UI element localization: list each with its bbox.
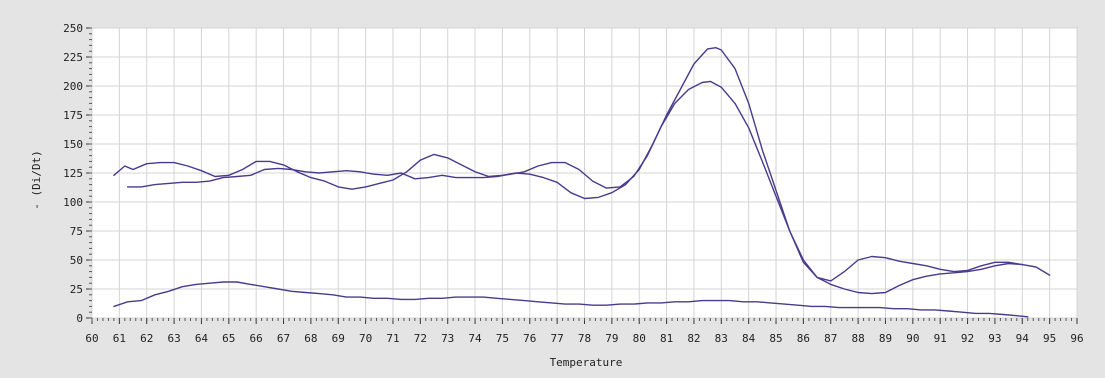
x-tick-label: 88 <box>851 332 864 345</box>
x-tick-label: 68 <box>304 332 317 345</box>
x-tick-label: 95 <box>1043 332 1056 345</box>
y-tick-label: 225 <box>63 51 83 64</box>
x-tick-label: 76 <box>523 332 536 345</box>
x-tick-label: 65 <box>222 332 235 345</box>
x-tick-label: 69 <box>332 332 345 345</box>
x-tick-label: 64 <box>195 332 209 345</box>
y-tick-label: 125 <box>63 167 83 180</box>
x-tick-label: 89 <box>879 332 892 345</box>
series-line-3 <box>113 281 1029 318</box>
grid <box>91 27 1078 319</box>
x-tick-label: 62 <box>140 332 153 345</box>
x-tick-label: 92 <box>961 332 974 345</box>
x-tick-label: 84 <box>742 332 756 345</box>
x-tick-label: 74 <box>468 332 482 345</box>
x-tick-label: 70 <box>359 332 372 345</box>
y-tick-label: 150 <box>63 138 83 151</box>
x-tick-label: 77 <box>551 332 564 345</box>
x-tick-label: 61 <box>113 332 126 345</box>
x-tick-label: 66 <box>250 332 263 345</box>
y-tick-label: 175 <box>63 109 83 122</box>
series-line-2 <box>126 80 1051 282</box>
x-tick-label: 75 <box>496 332 509 345</box>
y-tick-label: 75 <box>70 225 83 238</box>
x-tick-label: 91 <box>934 332 947 345</box>
y-axis-title: - (Di/Dt) <box>30 150 43 210</box>
x-tick-label: 83 <box>715 332 728 345</box>
y-tick-label: 25 <box>70 283 83 296</box>
x-tick-label: 90 <box>906 332 919 345</box>
x-tick-label: 72 <box>414 332 427 345</box>
x-axis-title: Temperature <box>550 356 623 369</box>
x-tick-label: 81 <box>660 332 673 345</box>
x-tick-label: 85 <box>769 332 782 345</box>
y-tick-label: 200 <box>63 80 83 93</box>
x-tick-label: 86 <box>797 332 810 345</box>
x-tick-label: 96 <box>1070 332 1083 345</box>
x-tick-label: 87 <box>824 332 837 345</box>
y-tick-label: 50 <box>70 254 83 267</box>
x-tick-label: 67 <box>277 332 290 345</box>
x-tick-label: 63 <box>167 332 180 345</box>
x-tick-label: 93 <box>988 332 1001 345</box>
y-tick-label: 0 <box>76 312 83 325</box>
y-tick-label: 250 <box>63 22 83 35</box>
x-tick-label: 78 <box>578 332 591 345</box>
series-line-1 <box>113 47 1023 295</box>
x-tick-label: 60 <box>85 332 98 345</box>
x-tick-label: 71 <box>386 332 399 345</box>
x-axis: 60 61 62 63 64 65 66 67 68 69 70 71 72 73 74 75 76 77 78 79… <box>85 318 1084 345</box>
y-axis: 0 25 50 75 100 125 150 175 200 225 250 <box>63 22 92 325</box>
x-tick-label: 94 <box>1016 332 1030 345</box>
x-tick-label: 80 <box>633 332 646 345</box>
y-tick-label: 100 <box>63 196 83 209</box>
series-group <box>113 47 1051 318</box>
x-tick-label: 82 <box>687 332 700 345</box>
x-tick-label: 79 <box>605 332 618 345</box>
x-tick-label: 73 <box>441 332 454 345</box>
